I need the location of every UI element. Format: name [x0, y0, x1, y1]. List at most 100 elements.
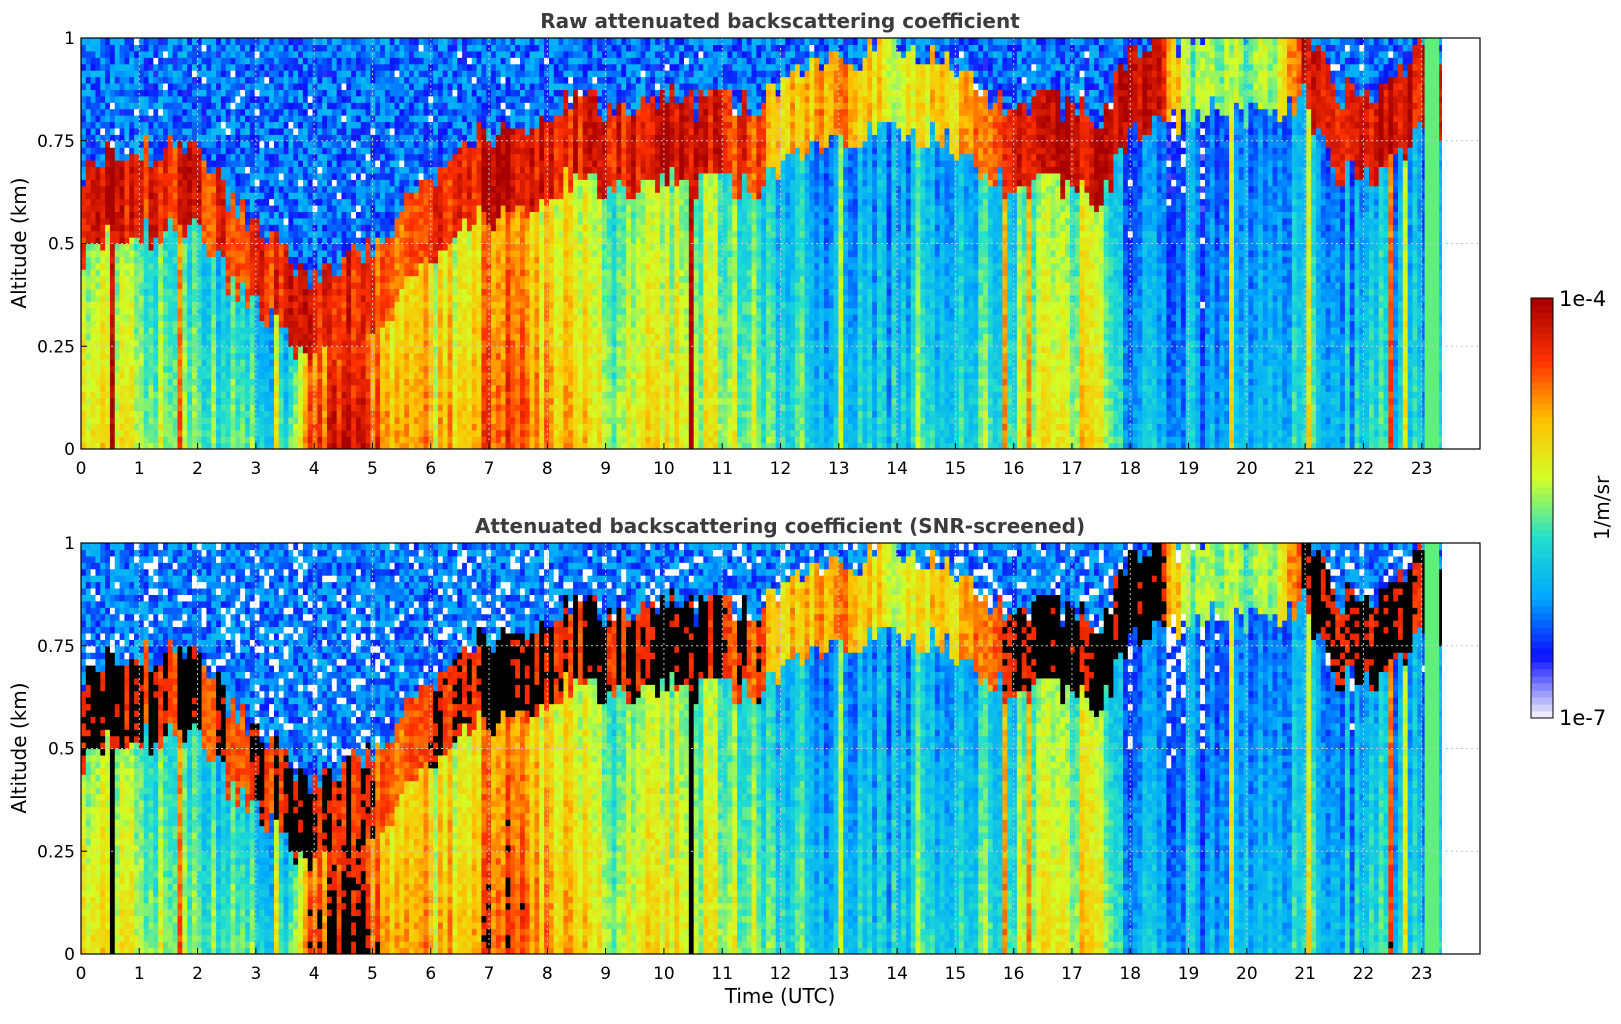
heatmap-cell — [433, 76, 439, 84]
heatmap-cell — [235, 391, 241, 399]
heatmap-cell — [413, 294, 420, 302]
heatmap-cell — [380, 397, 386, 405]
heatmap-cell — [312, 384, 318, 392]
heatmap-cell — [240, 423, 246, 431]
heatmap-cell — [370, 102, 376, 110]
heatmap-cell — [201, 249, 208, 257]
heatmap-cell — [182, 89, 188, 97]
heatmap-cell — [114, 134, 121, 142]
heatmap-cell — [90, 50, 97, 58]
heatmap-cell — [413, 359, 420, 367]
heatmap-cell — [95, 442, 101, 449]
heatmap-cell — [153, 326, 159, 334]
heatmap-cell — [85, 160, 92, 168]
heatmap-cell — [109, 70, 116, 78]
heatmap-cell — [85, 76, 92, 84]
heatmap-cell — [191, 275, 198, 283]
heatmap-cell — [273, 44, 280, 52]
heatmap-cell — [206, 436, 212, 444]
heatmap-cell — [384, 294, 391, 302]
heatmap-cell — [264, 38, 270, 46]
heatmap-cell — [182, 211, 188, 219]
heatmap-cell — [418, 57, 425, 65]
heatmap-cell — [307, 44, 314, 52]
heatmap-cell — [105, 204, 111, 212]
heatmap-cell — [351, 140, 357, 148]
heatmap-cell — [138, 172, 145, 180]
heatmap-cell — [278, 320, 285, 328]
heatmap-cell — [95, 346, 101, 354]
heatmap-cell — [182, 179, 188, 187]
heatmap-cell — [327, 397, 333, 405]
heatmap-cell — [331, 198, 338, 206]
heatmap-cell — [404, 384, 410, 392]
heatmap-cell — [220, 429, 227, 437]
heatmap-cell — [245, 204, 251, 212]
heatmap-cell — [322, 230, 328, 238]
heatmap-cell — [360, 102, 367, 110]
heatmap-cell — [307, 211, 314, 219]
heatmap-cell — [105, 185, 111, 193]
heatmap-cell — [322, 179, 328, 187]
heatmap-cell — [437, 95, 444, 103]
heatmap-cell — [230, 63, 236, 71]
heatmap-cell — [264, 57, 270, 65]
heatmap-cell — [129, 204, 135, 212]
heatmap-cell — [187, 275, 193, 283]
heatmap-cell — [355, 230, 362, 238]
heatmap-cell — [307, 429, 314, 437]
heatmap-cell — [249, 262, 256, 270]
heatmap-cell — [264, 82, 270, 90]
heatmap-cell — [124, 429, 130, 437]
heatmap-cell — [211, 314, 217, 322]
heatmap-cell — [114, 416, 121, 424]
heatmap-cell — [278, 57, 285, 65]
heatmap-cell — [360, 262, 367, 270]
heatmap-cell — [249, 63, 256, 71]
heatmap-cell — [293, 38, 299, 46]
heatmap-cell — [288, 160, 294, 168]
heatmap-cell — [312, 442, 318, 449]
heatmap-cell — [360, 115, 367, 123]
heatmap-cell — [273, 38, 280, 46]
heatmap-cell — [423, 410, 429, 418]
heatmap-cell — [355, 436, 362, 444]
heatmap-cell — [124, 262, 130, 270]
heatmap-cell — [90, 153, 97, 161]
heatmap-cell — [95, 108, 101, 116]
heatmap-cell — [259, 288, 265, 296]
heatmap-cell — [269, 63, 275, 71]
heatmap-cell — [278, 436, 285, 444]
heatmap-cell — [240, 397, 246, 405]
heatmap-cell — [85, 256, 92, 264]
heatmap-cell — [163, 282, 169, 290]
heatmap-cell — [452, 172, 458, 180]
heatmap-cell — [100, 89, 106, 97]
heatmap-cell — [341, 288, 347, 296]
heatmap-cell — [153, 397, 159, 405]
heatmap-cell — [336, 371, 343, 379]
heatmap-cell — [302, 262, 309, 270]
heatmap-cell — [124, 359, 130, 367]
heatmap-cell — [331, 134, 338, 142]
heatmap-cell — [336, 198, 343, 206]
heatmap-cell — [360, 423, 367, 431]
heatmap-cell — [153, 436, 159, 444]
heatmap-cell — [81, 352, 87, 360]
heatmap-cell — [220, 160, 227, 168]
heatmap-cell — [85, 339, 92, 347]
heatmap-cell — [81, 326, 87, 334]
heatmap-cell — [81, 294, 87, 302]
heatmap-cell — [148, 121, 154, 129]
heatmap-cell — [322, 275, 328, 283]
heatmap-cell — [254, 442, 261, 449]
heatmap-cell — [95, 230, 101, 238]
heatmap-cell — [129, 76, 135, 84]
heatmap-cell — [428, 404, 434, 412]
heatmap-cell — [187, 262, 193, 270]
heatmap-cell — [254, 211, 261, 219]
heatmap-cell — [399, 50, 405, 58]
heatmap-cell — [442, 230, 449, 238]
heatmap-cell — [114, 384, 121, 392]
heatmap-cell — [134, 359, 140, 367]
